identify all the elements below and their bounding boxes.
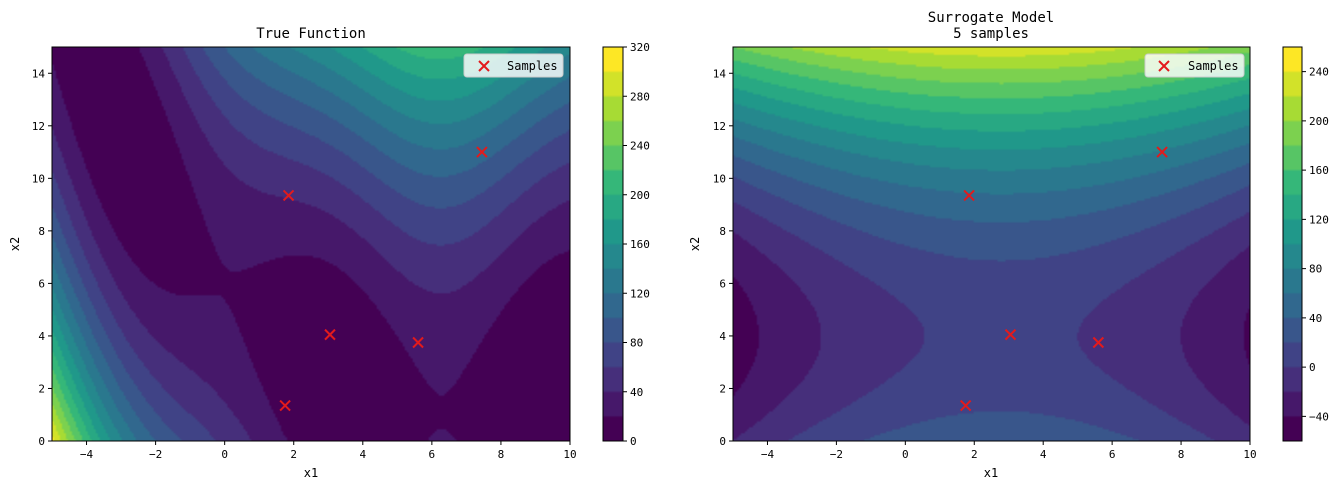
- sample-marker: [412, 336, 424, 349]
- x-tick-label: −2: [149, 448, 162, 461]
- true-function-panel: True Function −4 −2 0 2 4 6 8 10 0 2 4 6 8 10 12 14 x1…: [8, 26, 650, 480]
- panel-title: True Function: [256, 26, 366, 42]
- surrogate-model-panel: Surrogate Model 5 samples −4 −2 0 2 4 6 8 10 024…: [688, 10, 1329, 480]
- colorbar-ticks: 0 40 80 120 160 200 240 280 320: [623, 41, 650, 448]
- y-tick-label: 14: [713, 67, 727, 80]
- y-tick-label: 8: [38, 225, 45, 238]
- colorbar-tick-label: 0: [630, 435, 637, 448]
- title-line: Surrogate Model: [928, 10, 1054, 26]
- y-tick-label: 10: [713, 172, 726, 185]
- colorbar-tick-label: 0: [1309, 361, 1316, 374]
- x-axis-ticks: −4 −2 0 2 4 6 8 10: [761, 441, 1257, 461]
- colorbar-tick-label: 160: [1309, 164, 1329, 177]
- colorbar-frame: [1282, 46, 1303, 442]
- x-tick-label: 8: [1178, 448, 1185, 461]
- colorbar-tick-label: 120: [1309, 213, 1329, 226]
- x-tick-label: 4: [359, 448, 366, 461]
- x-axis-label: x1: [984, 466, 998, 480]
- y-tick-label: 2: [719, 382, 726, 395]
- colorbar-tick-label: 40: [1309, 312, 1322, 325]
- colorbar-tick-label: 160: [630, 238, 650, 251]
- y-axis-label: x2: [688, 237, 702, 251]
- y-axis-ticks: 0 2 4 6 8 10 12 14: [32, 67, 52, 448]
- colorbar-tick-label: 240: [1309, 66, 1329, 79]
- legend-label: Samples: [1188, 59, 1239, 73]
- colorbar-tick-label: 240: [630, 140, 650, 153]
- panel-title: Surrogate Model 5 samples: [928, 10, 1054, 42]
- x-tick-label: 0: [902, 448, 909, 461]
- x-axis-ticks: −4 −2 0 2 4 6 8 10: [80, 441, 577, 461]
- y-tick-label: 6: [719, 277, 726, 290]
- x-tick-label: 2: [971, 448, 978, 461]
- colorbar-tick-label: 120: [630, 287, 650, 300]
- x-tick-label: 2: [290, 448, 297, 461]
- colorbar-tick-label: 200: [1309, 115, 1329, 128]
- colorbar-ticks: −40 0 40 80 120 160 200 240: [1302, 66, 1329, 423]
- y-tick-label: 6: [38, 277, 45, 290]
- colorbar-tick-label: 80: [1309, 263, 1322, 276]
- colorbar-tick-label: 280: [630, 90, 650, 103]
- y-tick-label: 4: [38, 330, 45, 343]
- sample-marker: [963, 189, 975, 202]
- legend-label: Samples: [507, 59, 558, 73]
- x-tick-label: 10: [1243, 448, 1256, 461]
- x-tick-label: 0: [221, 448, 228, 461]
- legend-box: [1144, 53, 1245, 78]
- contour-field: [52, 47, 570, 441]
- sample-markers: [959, 146, 1168, 412]
- legend-marker-icon: [478, 60, 490, 72]
- y-tick-label: 12: [713, 120, 726, 133]
- y-axis-label: x2: [8, 237, 22, 251]
- plot-frame: [51, 46, 571, 442]
- legend: Samples: [1144, 53, 1245, 78]
- x-tick-label: −4: [80, 448, 94, 461]
- x-tick-label: 4: [1040, 448, 1047, 461]
- sample-marker: [1156, 146, 1168, 158]
- x-tick-label: −4: [761, 448, 775, 461]
- sample-marker: [959, 399, 972, 412]
- colorbar-tick-label: 320: [630, 41, 650, 54]
- sample-markers: [279, 146, 488, 412]
- colorbar-tick-label: 40: [630, 386, 643, 399]
- y-tick-label: 0: [719, 435, 726, 448]
- x-tick-label: 6: [429, 448, 436, 461]
- y-tick-label: 4: [719, 330, 726, 343]
- y-tick-label: 12: [32, 120, 45, 133]
- sample-marker: [1092, 336, 1105, 349]
- sample-marker: [476, 146, 488, 158]
- legend-marker-icon: [1158, 60, 1170, 72]
- x-tick-label: −2: [830, 448, 843, 461]
- sample-marker: [282, 189, 295, 202]
- y-tick-label: 2: [38, 382, 45, 395]
- colorbar: [603, 47, 623, 441]
- sample-marker: [324, 328, 336, 341]
- colorbar: [1283, 47, 1302, 441]
- y-tick-label: 14: [32, 67, 46, 80]
- x-tick-label: 10: [563, 448, 576, 461]
- y-tick-label: 10: [32, 172, 45, 185]
- colorbar-tick-label: −40: [1309, 410, 1329, 423]
- plot-frame: [732, 46, 1251, 442]
- colorbar-tick-label: 80: [630, 337, 643, 350]
- sample-marker: [1004, 328, 1017, 341]
- colorbar-tick-label: 200: [630, 189, 650, 202]
- y-tick-label: 8: [719, 225, 726, 238]
- title-line: 5 samples: [953, 26, 1029, 42]
- contour-field: [733, 47, 1250, 441]
- y-axis-ticks: 0 2 4 6 8 10 12 14: [713, 67, 733, 448]
- x-tick-label: 8: [498, 448, 505, 461]
- x-axis-label: x1: [304, 466, 318, 480]
- y-tick-label: 0: [38, 435, 45, 448]
- x-tick-label: 6: [1109, 448, 1116, 461]
- legend: Samples: [463, 53, 564, 78]
- sample-marker: [279, 399, 291, 412]
